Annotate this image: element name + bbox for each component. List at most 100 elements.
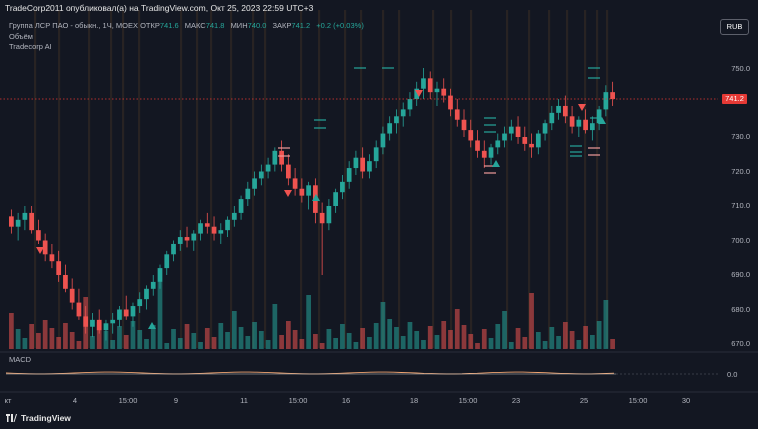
candle-body xyxy=(9,216,14,227)
macd-line xyxy=(5,371,718,375)
session-separator xyxy=(122,10,125,348)
time-label: 11 xyxy=(240,396,248,405)
time-label: 4 xyxy=(72,396,78,405)
candle-body xyxy=(529,143,534,148)
volume-bar xyxy=(562,322,568,349)
currency-button[interactable]: RUB xyxy=(720,19,749,35)
candle-body xyxy=(56,261,62,275)
candle-body xyxy=(252,178,257,189)
ohlc-high-value: 741.8 xyxy=(205,21,225,30)
macd-value: 0.0 xyxy=(727,370,738,379)
buy-signal-icon xyxy=(148,322,156,329)
candle-body xyxy=(562,105,568,117)
candle-body xyxy=(589,123,595,131)
candle-body xyxy=(583,119,588,131)
volume-bar xyxy=(360,328,366,349)
volume-bar xyxy=(508,342,514,349)
session-separator xyxy=(34,10,37,348)
time-label: 25 xyxy=(579,396,589,405)
time-label: 18 xyxy=(409,396,419,405)
candle-body xyxy=(542,123,548,134)
candle-body xyxy=(96,319,102,331)
volume-bar xyxy=(69,332,75,349)
candle-body xyxy=(319,212,325,224)
volume-bar xyxy=(326,329,332,349)
ohlc-low-label: МИН xyxy=(230,21,248,30)
candle-body xyxy=(157,268,163,282)
volume-bar xyxy=(211,337,217,349)
macd-signal-line xyxy=(5,371,615,375)
time-label: 23 xyxy=(511,396,521,405)
candle-body xyxy=(448,95,453,110)
candle-body xyxy=(495,140,501,148)
volume-bar xyxy=(468,334,474,349)
session-separator xyxy=(360,10,363,348)
tradecorp-indicator-label[interactable]: Tradecorp AI xyxy=(9,42,52,51)
candle-body xyxy=(279,150,284,165)
volume-bar xyxy=(42,320,48,349)
session-separator xyxy=(606,10,609,348)
candle-body xyxy=(353,157,359,169)
volume-bar xyxy=(596,321,602,349)
session-separator xyxy=(210,10,213,348)
candle-body xyxy=(231,212,237,220)
volume-bar xyxy=(184,324,190,349)
volume-bar xyxy=(346,333,352,349)
session-separator xyxy=(506,10,509,348)
candle-body xyxy=(367,161,372,172)
session-separator xyxy=(110,10,113,348)
candle-body xyxy=(515,126,521,137)
candle-body xyxy=(123,309,129,317)
volume-indicator-label[interactable]: Объём xyxy=(9,32,33,41)
candle-body xyxy=(272,150,278,165)
candle-body xyxy=(427,78,433,93)
volume-bar xyxy=(414,331,420,349)
candle-body xyxy=(76,302,82,317)
ohlc-close-value: 741.2 xyxy=(291,21,311,30)
candle-body xyxy=(596,109,602,124)
volume-bar xyxy=(454,309,460,349)
session-separator xyxy=(318,10,321,348)
candle-body xyxy=(117,309,122,320)
volume-bar xyxy=(36,333,41,349)
volume-bar xyxy=(373,323,379,349)
volume-bar xyxy=(603,300,609,349)
time-label: 16 xyxy=(341,396,351,405)
volume-bar xyxy=(198,342,203,349)
time-label: 15:00 xyxy=(288,396,308,405)
price-label: 720.0 xyxy=(731,167,750,176)
candle-body xyxy=(36,230,41,241)
macd-label[interactable]: MACD xyxy=(9,355,32,364)
candle-body xyxy=(610,92,615,100)
candle-body xyxy=(49,254,55,262)
volume-bar xyxy=(407,322,413,349)
session-separator xyxy=(196,10,199,348)
volume-bar xyxy=(353,342,359,349)
candle-body xyxy=(326,206,332,224)
session-separator xyxy=(528,10,531,348)
volume-bars xyxy=(9,282,615,349)
volume-bar xyxy=(569,331,575,349)
time-label: 15:00 xyxy=(458,396,478,405)
volume-bar xyxy=(515,328,521,349)
volume-bar xyxy=(340,324,345,349)
volume-bar xyxy=(313,334,318,349)
volume-bar xyxy=(434,335,440,349)
candle-body xyxy=(508,126,514,134)
candle-body xyxy=(184,237,190,241)
published-line: TradeCorp2011 опубликовал(а) на TradingV… xyxy=(5,3,314,13)
candle-body xyxy=(83,316,89,327)
tradingview-brand[interactable]: TradingView xyxy=(6,413,71,423)
candle-body xyxy=(346,168,352,182)
candle-body xyxy=(441,88,447,96)
volume-bar xyxy=(319,343,325,349)
candle-body xyxy=(130,306,136,317)
volume-bar xyxy=(421,340,426,349)
candle-body xyxy=(29,212,35,231)
candle-body xyxy=(394,116,399,124)
volume-bar xyxy=(475,343,480,349)
volume-bar xyxy=(15,329,21,349)
candle-body xyxy=(373,147,379,162)
session-separator xyxy=(180,10,183,348)
